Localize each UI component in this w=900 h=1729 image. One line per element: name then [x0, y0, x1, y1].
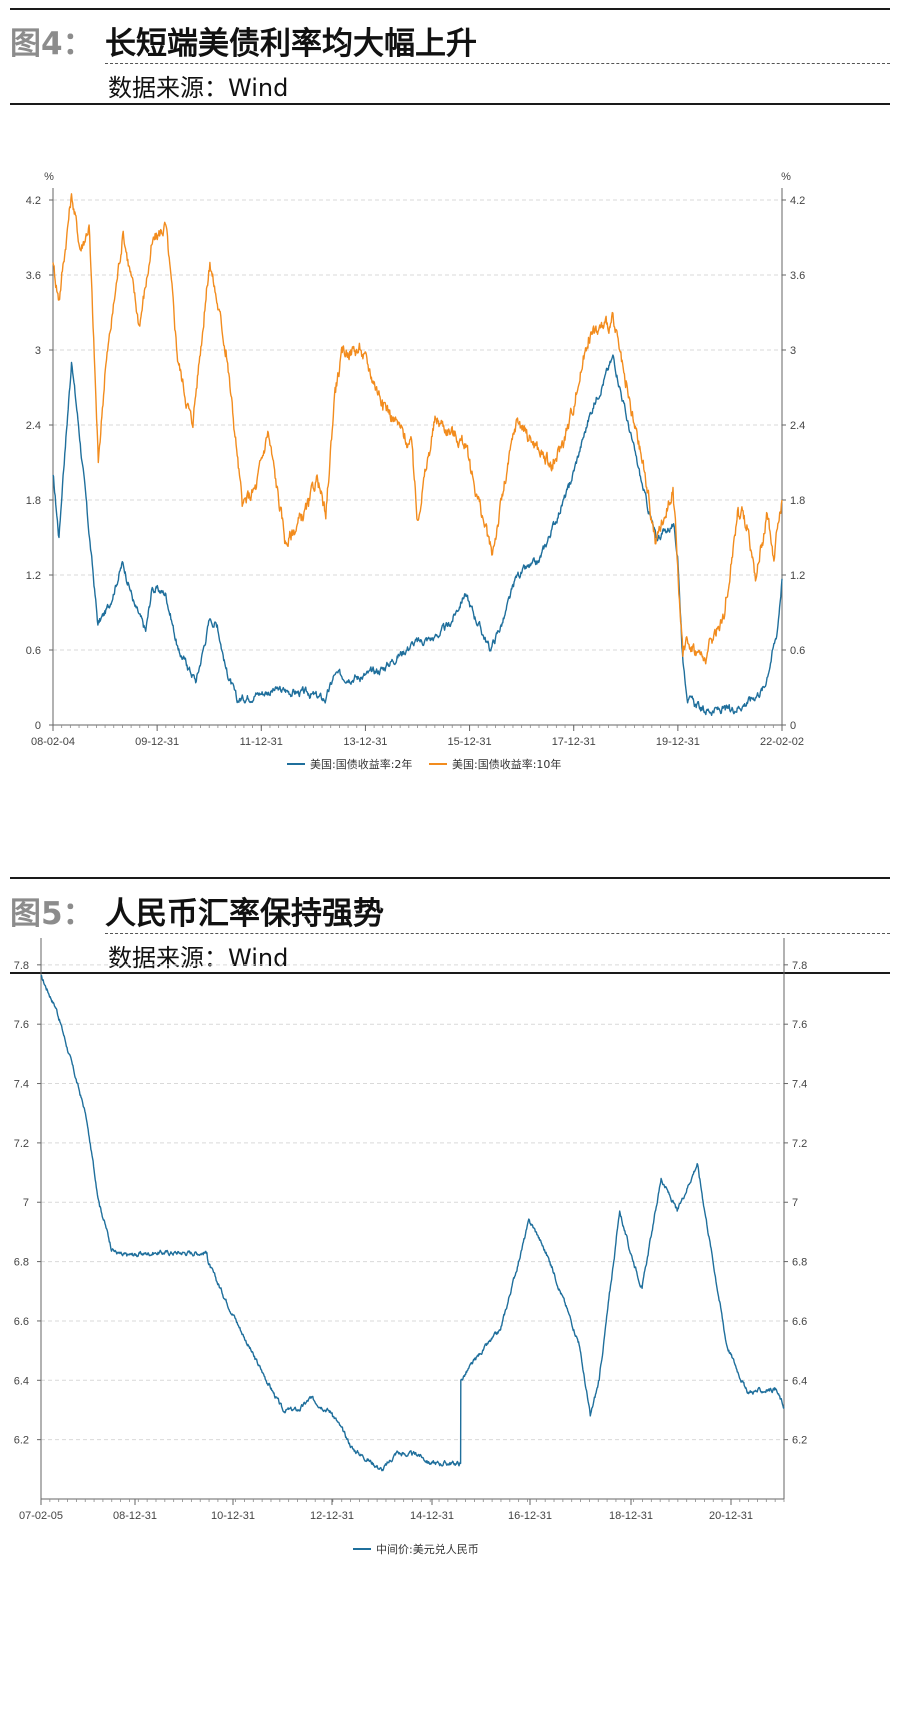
y-tick-label-right: 1.2 [790, 570, 805, 582]
x-tick-label: 14-12-31 [410, 1510, 454, 1522]
header-top-rule [10, 8, 890, 10]
series-line-1 [52, 354, 783, 716]
y-tick-label-right: 3.6 [790, 270, 805, 282]
y-tick-label-left: 6.8 [14, 1257, 29, 1269]
x-tick-label: 15-12-31 [448, 736, 492, 748]
y-tick-label-left: 2.4 [26, 420, 41, 432]
y-tick-label-right: 7.2 [792, 1138, 807, 1150]
figure-number: 图4： [10, 26, 94, 62]
x-tick-label: 10-12-31 [211, 1510, 255, 1522]
plot-area: 6.2 6.2 6.4 6.4 6.6 6.6 6.8 6.8 7 7 7.2 7.2 7.4 7.4 7.… [14, 938, 807, 1522]
y-tick-label-left: 7.4 [14, 1079, 29, 1091]
figure-title: 人民币汇率保持强势 [105, 896, 384, 932]
y-tick-label-left: 3.6 [26, 270, 41, 282]
y-tick-label-left: 1.8 [26, 495, 41, 507]
y-tick-label-right: 7 [792, 1197, 798, 1209]
y-tick-label-right: 6.6 [792, 1316, 807, 1328]
unit-label-left: % [44, 171, 54, 183]
x-tick-label: 18-12-31 [609, 1510, 653, 1522]
y-tick-label-left: 7.6 [14, 1019, 29, 1031]
y-tick-label-left: 7.2 [14, 1138, 29, 1150]
chart-us-treasury-yields: 0 0 0.6 0.6 1.2 1.2 1.8 1.8 2.4 2.4 3 3 3.6 3.6 4.2 4.2… [26, 171, 806, 771]
figure-source: 数据来源：Wind [108, 74, 289, 102]
chart-usd-cny-rate: 6.2 6.2 6.4 6.4 6.6 6.6 6.8 6.8 7 7 7.2 7.2 7.4 7.4 7.… [14, 938, 807, 1556]
figure-title: 长短端美债利率均大幅上升 [105, 26, 477, 62]
x-tick-label: 13-12-31 [343, 736, 387, 748]
y-tick-label-right: 6.2 [792, 1435, 807, 1447]
header-dashed-rule [105, 63, 890, 64]
series-line-1 [40, 974, 785, 1472]
series-line-2 [52, 193, 783, 665]
figure-5-header: 图5： 人民币汇率保持强势 数据来源：Wind [10, 868, 890, 978]
figure-number: 图5： [10, 896, 94, 932]
legend-label: 美国:国债收益率:2年 [310, 757, 412, 771]
y-tick-label-right: 2.4 [790, 420, 805, 432]
x-tick-label: 07-02-05 [19, 1510, 63, 1522]
y-tick-label-left: 1.2 [26, 570, 41, 582]
y-tick-label-left: 0 [35, 720, 41, 732]
y-tick-label-left: 6.6 [14, 1316, 29, 1328]
y-tick-label-right: 7.8 [792, 960, 807, 972]
legend: 美国:国债收益率:2年 美国:国债收益率:10年 [287, 757, 561, 771]
figure-4-header: 图4： 长短端美债利率均大幅上升 数据来源：Wind [10, 0, 890, 105]
y-tick-label-right: 4.2 [790, 195, 805, 207]
x-tick-label: 19-12-31 [656, 736, 700, 748]
x-tick-label: 16-12-31 [508, 1510, 552, 1522]
plot-area: 0 0 0.6 0.6 1.2 1.2 1.8 1.8 2.4 2.4 3 3 3.6 3.6 4.2 4.2… [26, 171, 806, 748]
x-tick-label: 08-02-04 [31, 736, 75, 748]
y-tick-label-left: 0.6 [26, 645, 41, 657]
x-tick-label: 09-12-31 [135, 736, 179, 748]
unit-label-right: % [781, 171, 791, 183]
legend-label: 中间价:美元兑人民币 [376, 1542, 479, 1556]
x-tick-label: 11-12-31 [240, 736, 283, 748]
figure-source: 数据来源：Wind [108, 944, 289, 972]
y-tick-label-left: 6.2 [14, 1435, 29, 1447]
y-tick-label-right: 6.4 [792, 1375, 807, 1387]
y-tick-label-right: 6.8 [792, 1257, 807, 1269]
y-tick-label-right: 1.8 [790, 495, 805, 507]
y-tick-label-right: 7.6 [792, 1019, 807, 1031]
legend-label: 美国:国债收益率:10年 [452, 757, 561, 771]
header-top-rule [10, 877, 890, 879]
y-tick-label-left: 7.8 [14, 960, 29, 972]
x-tick-label: 08-12-31 [113, 1510, 157, 1522]
y-tick-label-left: 3 [35, 345, 41, 357]
y-tick-label-left: 7 [23, 1197, 29, 1209]
header-bottom-rule [10, 103, 890, 105]
x-tick-label: 17-12-31 [552, 736, 596, 748]
y-tick-label-right: 0 [790, 720, 796, 732]
y-tick-label-left: 4.2 [26, 195, 41, 207]
y-tick-label-right: 3 [790, 345, 796, 357]
header-dashed-rule [105, 933, 890, 934]
x-tick-label: 20-12-31 [709, 1510, 753, 1522]
y-tick-label-right: 7.4 [792, 1079, 807, 1091]
x-tick-label: 12-12-31 [310, 1510, 354, 1522]
header-bottom-rule [10, 972, 890, 974]
legend: 中间价:美元兑人民币 [353, 1542, 479, 1556]
y-tick-label-right: 0.6 [790, 645, 805, 657]
x-tick-label: 22-02-02 [760, 736, 804, 748]
y-tick-label-left: 6.4 [14, 1375, 29, 1387]
